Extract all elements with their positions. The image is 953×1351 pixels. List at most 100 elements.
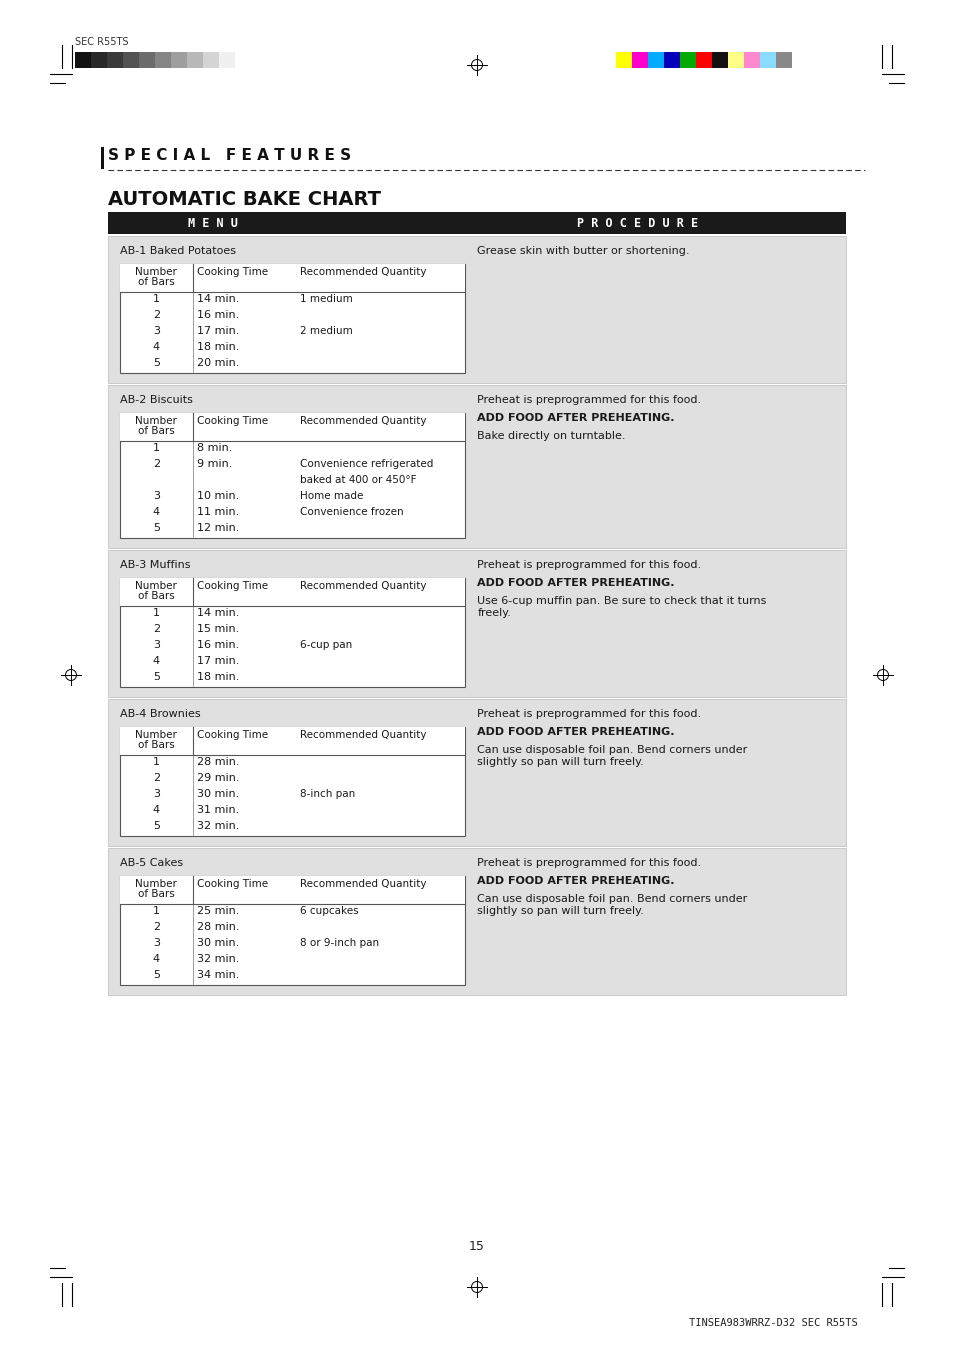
Text: Bake directly on turntable.: Bake directly on turntable. [476, 431, 625, 440]
Bar [120, 413, 465, 440]
Text: 5: 5 [152, 523, 159, 534]
Text: of Bars: of Bars [138, 277, 174, 286]
Text: 14 min.: 14 min. [196, 295, 238, 304]
Text: Recommended Quantity: Recommended Quantity [300, 416, 426, 426]
Bar [616, 51, 631, 68]
Bar [760, 51, 775, 68]
Text: 16 min.: 16 min. [196, 309, 238, 320]
Text: Grease skin with butter or shortening.: Grease skin with butter or shortening. [476, 246, 689, 255]
Bar [108, 212, 845, 234]
Text: 1: 1 [152, 907, 159, 916]
Text: AUTOMATIC BAKE CHART: AUTOMATIC BAKE CHART [108, 190, 380, 209]
Bar [631, 51, 647, 68]
Bar [171, 51, 187, 68]
Bar [679, 51, 696, 68]
Text: 5: 5 [152, 358, 159, 367]
Bar [120, 263, 465, 373]
Bar [743, 51, 760, 68]
Text: 6 cupcakes: 6 cupcakes [300, 907, 358, 916]
Text: 20 min.: 20 min. [196, 358, 238, 367]
Text: 4: 4 [152, 507, 160, 517]
Text: TINSEA983WRRZ-D32 SEC R55TS: TINSEA983WRRZ-D32 SEC R55TS [688, 1319, 857, 1328]
Text: of Bars: of Bars [138, 590, 174, 601]
Text: 5: 5 [152, 671, 159, 682]
Text: Recommended Quantity: Recommended Quantity [300, 267, 426, 277]
Text: Use 6-cup muffin pan. Be sure to check that it turns: Use 6-cup muffin pan. Be sure to check t… [476, 596, 766, 607]
Text: Preheat is preprogrammed for this food.: Preheat is preprogrammed for this food. [476, 394, 700, 405]
Text: slightly so pan will turn freely.: slightly so pan will turn freely. [476, 757, 643, 767]
Text: 18 min.: 18 min. [196, 342, 238, 353]
Text: 3: 3 [152, 490, 159, 501]
Text: Number: Number [135, 267, 177, 277]
Bar [139, 51, 154, 68]
Text: 10 min.: 10 min. [196, 490, 238, 501]
Text: 1: 1 [152, 757, 159, 767]
Text: baked at 400 or 450°F: baked at 400 or 450°F [300, 476, 416, 485]
Text: AB-2 Biscuits: AB-2 Biscuits [120, 394, 193, 405]
Text: S P E C I A L   F E A T U R E S: S P E C I A L F E A T U R E S [108, 149, 351, 163]
Text: 8 or 9-inch pan: 8 or 9-inch pan [300, 938, 379, 948]
Bar [120, 578, 465, 688]
Text: slightly so pan will turn freely.: slightly so pan will turn freely. [476, 907, 643, 916]
Text: 5: 5 [152, 970, 159, 979]
Text: 32 min.: 32 min. [196, 954, 238, 965]
Text: AB-5 Cakes: AB-5 Cakes [120, 858, 183, 867]
Text: 29 min.: 29 min. [196, 773, 239, 784]
Bar [108, 848, 845, 994]
Bar [120, 727, 465, 755]
Text: 3: 3 [152, 789, 159, 798]
Bar [101, 147, 104, 169]
Text: Preheat is preprogrammed for this food.: Preheat is preprogrammed for this food. [476, 709, 700, 719]
Bar [663, 51, 679, 68]
Text: Number: Number [135, 730, 177, 740]
Text: of Bars: of Bars [138, 889, 174, 898]
Text: freely.: freely. [476, 608, 511, 617]
Text: 28 min.: 28 min. [196, 921, 239, 932]
Text: 5: 5 [152, 821, 159, 831]
Text: 4: 4 [152, 954, 160, 965]
Text: 12 min.: 12 min. [196, 523, 238, 534]
Bar [107, 51, 123, 68]
Text: of Bars: of Bars [138, 740, 174, 750]
Text: AB-3 Muffins: AB-3 Muffins [120, 561, 191, 570]
Text: ADD FOOD AFTER PREHEATING.: ADD FOOD AFTER PREHEATING. [476, 578, 674, 588]
Text: P R O C E D U R E: P R O C E D U R E [576, 218, 697, 230]
Text: Cooking Time: Cooking Time [196, 730, 268, 740]
Bar [120, 875, 465, 904]
Text: Can use disposable foil pan. Bend corners under: Can use disposable foil pan. Bend corner… [476, 894, 747, 904]
Text: SEC R55TS: SEC R55TS [75, 36, 129, 47]
Bar [120, 578, 465, 607]
Text: AB-1 Baked Potatoes: AB-1 Baked Potatoes [120, 246, 235, 255]
Text: Cooking Time: Cooking Time [196, 880, 268, 889]
Text: 28 min.: 28 min. [196, 757, 239, 767]
Bar [727, 51, 743, 68]
Text: 2: 2 [152, 773, 160, 784]
Bar [203, 51, 219, 68]
Bar [91, 51, 107, 68]
Text: 34 min.: 34 min. [196, 970, 238, 979]
Text: 15: 15 [469, 1240, 484, 1252]
Bar [108, 698, 845, 846]
Text: 8-inch pan: 8-inch pan [300, 789, 355, 798]
Text: 8 min.: 8 min. [196, 443, 232, 453]
Bar [120, 263, 465, 292]
Bar [75, 51, 91, 68]
Text: Convenience refrigerated: Convenience refrigerated [300, 459, 433, 469]
Text: 30 min.: 30 min. [196, 938, 238, 948]
Text: 6-cup pan: 6-cup pan [300, 640, 352, 650]
Bar [711, 51, 727, 68]
Text: Convenience frozen: Convenience frozen [300, 507, 403, 517]
Text: 11 min.: 11 min. [196, 507, 238, 517]
Text: 14 min.: 14 min. [196, 608, 238, 617]
Text: 1: 1 [152, 443, 159, 453]
Text: Cooking Time: Cooking Time [196, 267, 268, 277]
Bar [120, 727, 465, 836]
Bar [154, 51, 171, 68]
Text: Cooking Time: Cooking Time [196, 416, 268, 426]
Text: of Bars: of Bars [138, 426, 174, 436]
Bar [775, 51, 791, 68]
Text: Recommended Quantity: Recommended Quantity [300, 581, 426, 590]
Text: 2: 2 [152, 624, 160, 634]
Text: 25 min.: 25 min. [196, 907, 238, 916]
Text: Preheat is preprogrammed for this food.: Preheat is preprogrammed for this food. [476, 561, 700, 570]
